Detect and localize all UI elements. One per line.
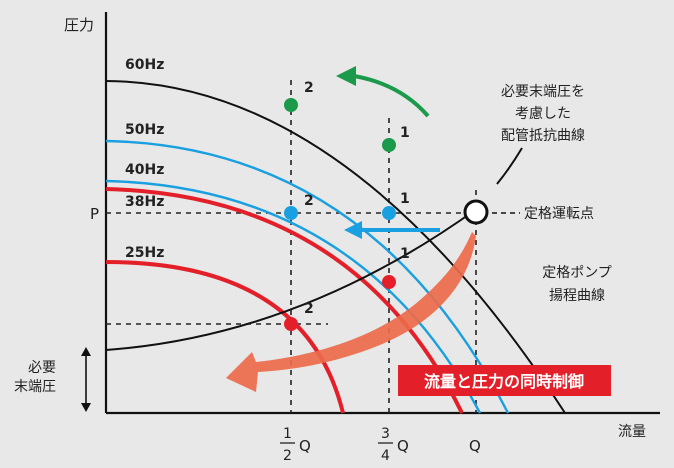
resistance-curve bbox=[105, 207, 479, 351]
min-pressure-arrow-up bbox=[81, 347, 91, 356]
point-blue-1 bbox=[382, 206, 396, 220]
pump-curve-note-1: 定格ポンプ bbox=[542, 265, 612, 281]
y-axis-label: 圧力 bbox=[64, 16, 94, 34]
point-label-red-2: 2 bbox=[304, 301, 314, 317]
curve-50hz bbox=[105, 139, 510, 414]
rated-point-label: 定格運転点 bbox=[524, 206, 594, 222]
min-pressure-arrow-down bbox=[81, 403, 91, 412]
point-label-blue-1: 1 bbox=[400, 191, 410, 207]
point-green-1 bbox=[382, 138, 396, 152]
min-pressure-label-2: 末端圧 bbox=[14, 379, 56, 395]
pump-curves bbox=[105, 80, 566, 414]
control-banner bbox=[398, 365, 611, 396]
curve-25hz bbox=[105, 260, 345, 414]
label-40hz: 40Hz bbox=[125, 162, 164, 178]
three-quarter-q-numerator: 3 bbox=[381, 426, 390, 442]
resistance-leader bbox=[496, 147, 523, 185]
green-arrow-head bbox=[336, 66, 356, 86]
control-banner-text: 流量と圧力の同時制御 bbox=[424, 372, 584, 391]
blue-arrow-head bbox=[344, 221, 362, 239]
green-arrow-shaft bbox=[353, 74, 430, 118]
point-label-red-1: 1 bbox=[400, 246, 410, 262]
point-red-1 bbox=[382, 275, 396, 289]
point-label-green-2: 2 bbox=[304, 80, 314, 96]
three-quarter-q-denominator: 4 bbox=[381, 448, 390, 464]
min-pressure-label-1: 必要 bbox=[28, 360, 56, 376]
point-label-green-1: 1 bbox=[400, 125, 410, 141]
label-25hz: 25Hz bbox=[125, 245, 164, 261]
point-label-blue-2: 2 bbox=[304, 193, 314, 209]
q-tick-label: Q bbox=[469, 437, 481, 455]
point-red-2 bbox=[284, 317, 298, 331]
rated-point-marker bbox=[463, 199, 489, 225]
point-blue-2 bbox=[284, 206, 298, 220]
x-axis-label: 流量 bbox=[618, 424, 646, 440]
curve-38hz bbox=[105, 187, 464, 414]
resistance-note-2: 考慮した bbox=[515, 106, 571, 122]
control-arrow bbox=[226, 232, 476, 392]
half-q-denominator: 2 bbox=[283, 448, 292, 464]
half-q-unit: Q bbox=[299, 437, 311, 455]
pump-curve-note-2: 揚程曲線 bbox=[549, 287, 605, 304]
resistance-note-3: 配管抵抗曲線 bbox=[501, 128, 585, 144]
label-50hz: 50Hz bbox=[125, 122, 164, 138]
curve-60hz bbox=[105, 80, 566, 414]
three-quarter-q-unit: Q bbox=[397, 437, 409, 455]
half-q-numerator: 1 bbox=[283, 426, 292, 442]
p-label: P bbox=[90, 205, 99, 223]
point-green-2 bbox=[284, 98, 298, 112]
label-60hz: 60Hz bbox=[125, 57, 164, 73]
curve-40hz bbox=[105, 179, 482, 414]
label-38hz: 38Hz bbox=[125, 194, 164, 210]
resistance-note-1: 必要末端圧を bbox=[501, 84, 585, 100]
